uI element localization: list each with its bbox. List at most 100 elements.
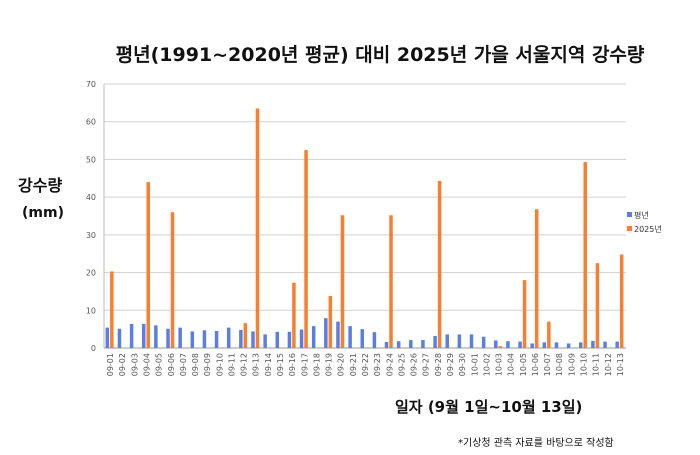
bar-2025-09-24 bbox=[389, 215, 393, 348]
bar-2025-09-12 bbox=[243, 323, 248, 348]
x-tick-label: 09-01 bbox=[106, 353, 115, 376]
bar-normal-10-11 bbox=[591, 340, 595, 348]
x-tick-label: 09-25 bbox=[397, 353, 406, 376]
x-tick-label: 09-28 bbox=[434, 353, 443, 376]
x-tick-label: 09-08 bbox=[191, 353, 200, 376]
y-tick-label: 20 bbox=[86, 269, 96, 278]
bar-normal-09-08 bbox=[190, 331, 195, 348]
bar-normal-10-01 bbox=[469, 334, 474, 348]
legend-label: 평년 bbox=[634, 210, 649, 220]
y-tick-label: 0 bbox=[91, 344, 96, 353]
bar-normal-09-02 bbox=[117, 328, 122, 348]
bar-normal-10-07 bbox=[542, 342, 547, 348]
bar-normal-09-16 bbox=[287, 331, 292, 348]
x-tick-label: 09-03 bbox=[130, 353, 139, 376]
bar-normal-09-09 bbox=[202, 330, 207, 348]
bar-2025-10-07 bbox=[547, 321, 551, 348]
chart-title: 평년(1991~2020년 평균) 대비 2025년 가을 서울지역 강수량 bbox=[115, 44, 645, 66]
bar-normal-09-15 bbox=[275, 331, 280, 348]
x-tick-label: 09-23 bbox=[373, 353, 382, 376]
bar-normal-09-04 bbox=[141, 323, 146, 348]
x-tick-label: 09-11 bbox=[227, 353, 236, 376]
bar-normal-10-10 bbox=[579, 342, 583, 348]
legend-swatch bbox=[627, 226, 632, 231]
bar-normal-09-05 bbox=[154, 325, 158, 348]
x-tick-label: 09-16 bbox=[288, 353, 297, 376]
x-tick-label: 09-30 bbox=[458, 353, 467, 376]
y-tick-label: 10 bbox=[86, 306, 96, 315]
x-tick-label: 10-05 bbox=[519, 353, 528, 376]
x-tick-label: 09-17 bbox=[300, 353, 309, 376]
legend-swatch bbox=[627, 212, 632, 217]
y-tick-label: 30 bbox=[86, 231, 96, 240]
x-tick-label: 09-24 bbox=[385, 353, 394, 376]
bar-normal-09-19 bbox=[324, 318, 328, 348]
bar-normal-10-08 bbox=[554, 342, 559, 348]
bar-normal-09-26 bbox=[409, 340, 413, 348]
y-tick-label: 70 bbox=[86, 80, 96, 89]
bar-normal-09-18 bbox=[311, 326, 316, 348]
x-tick-label: 09-13 bbox=[252, 353, 261, 376]
x-tick-label: 09-12 bbox=[240, 353, 249, 376]
x-tick-label: 10-13 bbox=[616, 353, 625, 376]
x-tick-label: 10-06 bbox=[531, 353, 540, 376]
bar-2025-09-19 bbox=[328, 295, 333, 348]
bar-normal-09-03 bbox=[129, 323, 134, 348]
bar-normal-09-01 bbox=[105, 327, 110, 348]
bar-normal-09-10 bbox=[214, 331, 219, 348]
bar-normal-09-07 bbox=[178, 327, 182, 348]
bar-normal-09-12 bbox=[239, 329, 243, 348]
x-tick-label: 09-04 bbox=[142, 353, 151, 376]
bar-2025-09-28 bbox=[437, 180, 442, 348]
y-tick-label: 50 bbox=[86, 155, 96, 164]
x-tick-label: 09-07 bbox=[179, 353, 188, 376]
y-axis-unit: (mm) bbox=[22, 205, 64, 221]
bar-normal-09-14 bbox=[263, 334, 267, 348]
bar-2025-09-01 bbox=[110, 271, 114, 348]
x-tick-label: 10-01 bbox=[470, 353, 479, 376]
y-tick-label: 60 bbox=[86, 118, 96, 127]
bar-normal-09-13 bbox=[251, 331, 255, 348]
bar-2025-09-20 bbox=[340, 215, 345, 348]
bar-normal-09-28 bbox=[433, 335, 437, 348]
bar-normal-09-27 bbox=[421, 340, 425, 348]
y-tick-label: 40 bbox=[86, 193, 96, 202]
x-tick-label: 09-02 bbox=[118, 353, 127, 376]
x-tick-label: 09-18 bbox=[312, 353, 321, 376]
x-tick-label: 10-08 bbox=[555, 353, 564, 376]
bar-normal-10-03 bbox=[494, 340, 498, 348]
bar-2025-10-05 bbox=[522, 280, 527, 348]
bar-2025-10-13 bbox=[619, 254, 624, 348]
x-tick-label: 10-07 bbox=[543, 353, 552, 376]
bar-normal-10-12 bbox=[603, 341, 607, 348]
x-tick-label: 09-05 bbox=[155, 353, 164, 376]
bar-2025-09-13 bbox=[255, 108, 260, 348]
x-tick-label: 10-04 bbox=[507, 353, 516, 376]
bar-normal-09-25 bbox=[396, 341, 401, 348]
bar-2025-10-10 bbox=[583, 162, 588, 348]
bar-normal-09-20 bbox=[336, 321, 340, 348]
bar-2025-09-04 bbox=[146, 182, 150, 348]
x-tick-label: 10-12 bbox=[604, 353, 613, 376]
x-tick-label: 09-27 bbox=[422, 353, 431, 376]
bar-2025-10-06 bbox=[534, 209, 539, 348]
x-tick-label: 10-10 bbox=[580, 353, 589, 376]
bar-normal-09-11 bbox=[226, 327, 231, 348]
bar-2025-10-03 bbox=[498, 346, 503, 348]
x-tick-label: 09-14 bbox=[264, 353, 273, 376]
bar-normal-10-02 bbox=[481, 336, 486, 348]
x-tick-label: 09-21 bbox=[349, 353, 358, 376]
x-tick-label: 09-22 bbox=[361, 353, 370, 376]
bar-normal-10-04 bbox=[506, 341, 510, 348]
x-tick-label: 09-06 bbox=[167, 353, 176, 376]
x-tick-label: 09-26 bbox=[410, 353, 419, 376]
x-tick-label: 09-29 bbox=[446, 353, 455, 376]
bar-normal-10-09 bbox=[566, 343, 571, 348]
bar-normal-09-17 bbox=[299, 329, 304, 348]
bar-2025-09-06 bbox=[170, 212, 175, 348]
x-tick-label: 10-02 bbox=[482, 353, 491, 376]
bar-normal-10-05 bbox=[518, 341, 522, 348]
y-axis-label: 강수량 bbox=[18, 176, 63, 195]
